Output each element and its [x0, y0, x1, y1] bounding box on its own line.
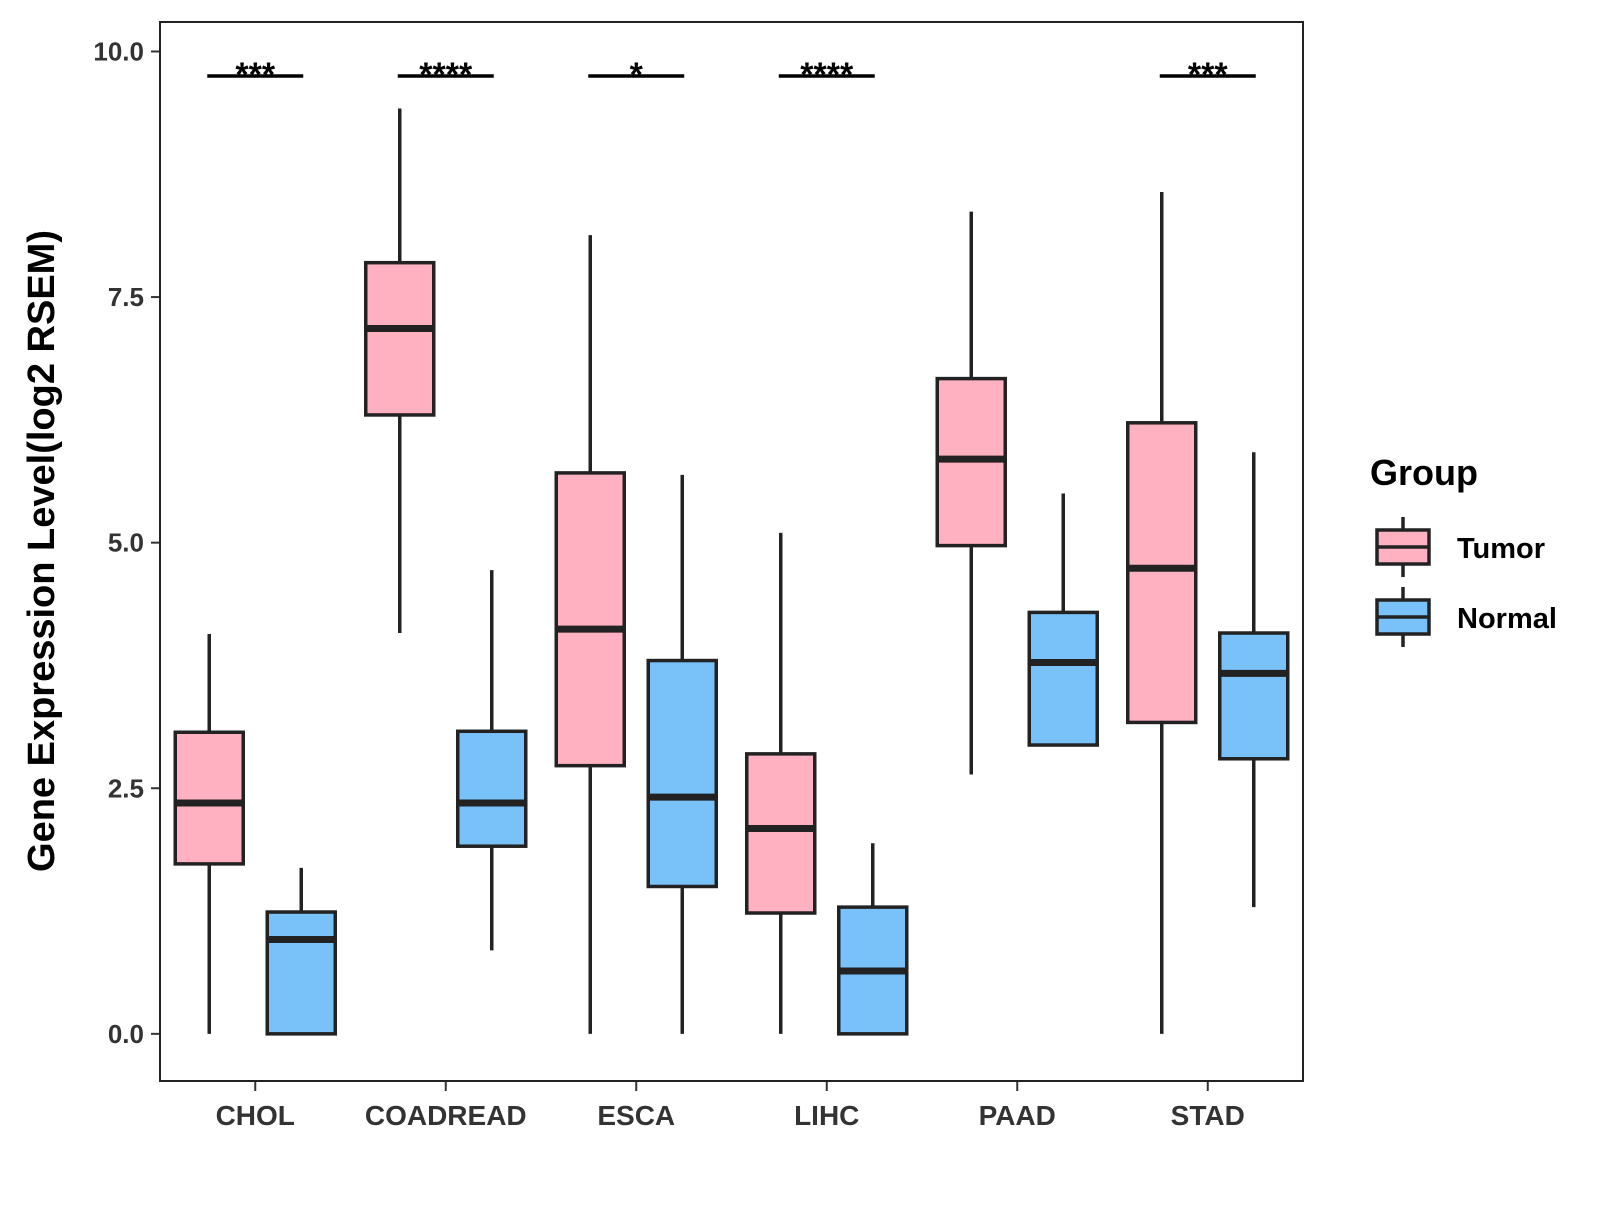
x-tick-label: CHOL [216, 1100, 295, 1131]
box-tumor-paad [935, 211, 1007, 775]
y-tick-label: 2.5 [108, 773, 144, 803]
box-normal-esca [646, 474, 718, 1034]
legend-key-normal [1375, 587, 1431, 647]
box-body [364, 260, 436, 417]
x-tick-label: ESCA [597, 1100, 675, 1131]
significance-annotations: *** **** * **** *** [207, 56, 1256, 94]
significance-label: *** [1188, 56, 1228, 94]
x-axis: CHOL COADREAD ESCA LIHC PAAD STAD [216, 1081, 1245, 1131]
box-body [745, 752, 817, 915]
box-body [265, 910, 337, 1036]
box-series [173, 108, 1290, 1036]
legend-key-tumor [1375, 517, 1431, 577]
box-body [456, 729, 528, 848]
box-tumor-lihc [745, 532, 817, 1034]
box-normal-stad [1218, 452, 1290, 908]
x-tick-label: STAD [1171, 1100, 1245, 1131]
y-axis-title: Gene Expression Level(log2 RSEM) [21, 230, 63, 872]
legend-label-tumor: Tumor [1457, 533, 1545, 565]
plot-panel-border [159, 21, 1304, 1082]
legend: Group Tumor Normal [1370, 452, 1557, 647]
box-tumor-chol [173, 634, 245, 1034]
box-body [1218, 631, 1290, 761]
box-body [1126, 421, 1198, 725]
box-tumor-esca [554, 235, 626, 1034]
legend-label-normal: Normal [1457, 603, 1557, 635]
legend-title: Group [1370, 452, 1478, 493]
box-tumor-coadread [364, 108, 436, 634]
box-body [173, 730, 245, 866]
x-tick-label: COADREAD [365, 1100, 527, 1131]
significance-label: * [630, 56, 644, 94]
box-body [1027, 610, 1099, 747]
y-axis: 0.0 2.5 5.0 7.5 10.0 [93, 36, 160, 1049]
box-normal-chol [265, 867, 337, 1036]
y-tick-label: 5.0 [108, 528, 144, 558]
plot-background [160, 22, 1303, 1081]
box-tumor-stad [1126, 191, 1198, 1034]
x-tick-label: PAAD [979, 1100, 1056, 1131]
box-body [646, 658, 718, 889]
box-normal-coadread [456, 570, 528, 951]
box-normal-lihc [837, 843, 909, 1036]
y-tick-label: 10.0 [93, 36, 144, 66]
box-normal-paad [1027, 493, 1099, 747]
y-tick-label: 7.5 [108, 282, 144, 312]
significance-label: **** [419, 56, 473, 94]
y-tick-label: 0.0 [108, 1019, 144, 1049]
significance-label: *** [235, 56, 275, 94]
significance-label: **** [800, 56, 854, 94]
x-tick-label: LIHC [794, 1100, 859, 1131]
box-body [554, 471, 626, 768]
